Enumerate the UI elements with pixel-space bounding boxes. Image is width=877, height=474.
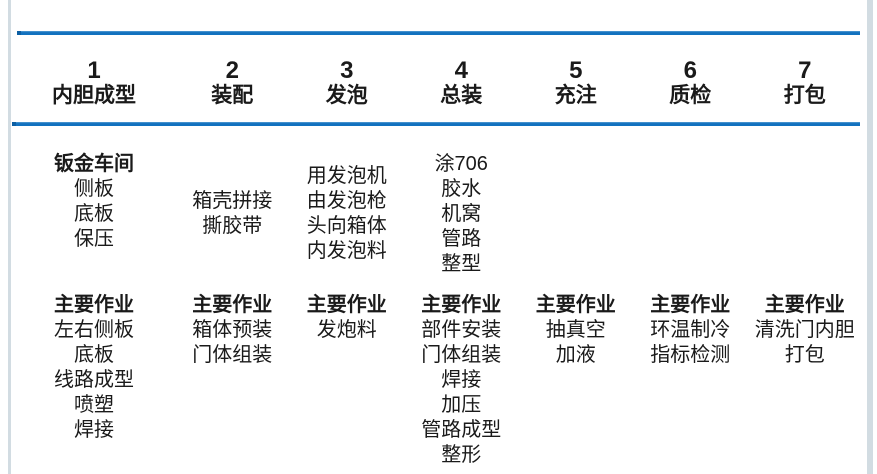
- operation-item: 线路成型: [54, 369, 134, 391]
- stage-name: 质检: [669, 84, 712, 107]
- top-divider-line: [17, 31, 860, 35]
- description-block: 钣金车间 侧板 底板 保压: [54, 152, 134, 252]
- operations-title: 主要作业: [421, 294, 502, 316]
- operations-cell-3: 主要作业 发炮料: [290, 293, 405, 468]
- stage-header-3: 3 发泡: [290, 58, 405, 108]
- operation-item: 部件安装: [421, 319, 502, 341]
- stage-name: 打包: [783, 84, 826, 107]
- stage-name: 发泡: [325, 84, 368, 107]
- operations-title: 主要作业: [764, 294, 845, 316]
- description-cell-7: [748, 140, 863, 288]
- stage-header-6: 6 质检: [633, 58, 748, 108]
- operations-title: 主要作业: [54, 294, 134, 316]
- stage-number: 7: [798, 57, 812, 84]
- workshop-title: 钣金车间: [54, 153, 134, 175]
- stage-header-1: 1 内胆成型: [13, 58, 175, 108]
- description-item: 撕胶带: [202, 215, 263, 237]
- description-item: 保压: [74, 228, 114, 250]
- description-item: 用发泡机: [306, 165, 387, 187]
- operations-title: 主要作业: [192, 294, 273, 316]
- stage-header-5: 5 充注: [519, 58, 634, 108]
- operation-item: 整形: [441, 444, 482, 466]
- operation-item: 门体组装: [192, 344, 273, 366]
- description-item: 箱壳拼接: [192, 190, 273, 212]
- stage-name: 总装: [440, 84, 483, 107]
- stage-header-4: 4 总装: [404, 58, 519, 108]
- operation-item: 加液: [555, 344, 596, 366]
- description-item: 头向箱体: [306, 215, 387, 237]
- operation-item: 喷塑: [74, 394, 114, 416]
- operation-item: 左右侧板: [54, 319, 134, 341]
- operation-item: 发炮料: [316, 319, 377, 341]
- stage-number: 1: [87, 57, 101, 84]
- description-cell-2: 箱壳拼接 撕胶带: [175, 140, 290, 288]
- description-cell-1: 钣金车间 侧板 底板 保压: [13, 140, 175, 288]
- description-item: 管路: [441, 227, 482, 250]
- description-item: 整型: [441, 252, 482, 275]
- description-item: 由发泡枪: [306, 190, 387, 212]
- operation-item: 箱体预装: [192, 319, 273, 341]
- header-divider-line: [12, 122, 860, 126]
- process-description-row: 钣金车间 侧板 底板 保压 箱壳拼接 撕胶带 用发泡机 由发泡枪 头向箱体 内发…: [13, 140, 862, 288]
- operations-cell-5: 主要作业 抽真空 加液: [519, 293, 634, 468]
- description-item: 涂706: [434, 152, 488, 175]
- operations-cell-2: 主要作业 箱体预装 门体组装: [175, 293, 290, 468]
- right-page-edge: [867, 0, 873, 474]
- description-cell-5: [519, 140, 634, 288]
- operation-item: 门体组装: [421, 344, 502, 366]
- operations-title: 主要作业: [535, 294, 616, 316]
- operations-title: 主要作业: [306, 294, 387, 316]
- operations-cell-6: 主要作业 环温制冷 指标检测: [633, 293, 748, 468]
- description-item: 底板: [74, 203, 114, 225]
- left-page-edge: [8, 0, 11, 474]
- stage-number: 6: [683, 57, 697, 84]
- stage-header-7: 7 打包: [748, 58, 863, 108]
- stage-number: 3: [340, 57, 354, 84]
- stage-name: 充注: [554, 84, 597, 107]
- description-cell-4: 涂706 胶水 机窝 管路 整型: [404, 140, 519, 288]
- operation-item: 抽真空: [545, 319, 606, 341]
- operations-cell-4: 主要作业 部件安装 门体组装 焊接 加压 管路成型 整形: [404, 293, 519, 468]
- description-item: 机窝: [441, 202, 482, 225]
- main-operations-row: 主要作业 左右侧板 底板 线路成型 喷塑 焊接 主要作业 箱体预装 门体组装 主…: [13, 293, 862, 468]
- stage-header-2: 2 装配: [175, 58, 290, 108]
- operation-item: 清洗门内胆: [754, 319, 855, 341]
- operation-item: 打包: [784, 344, 825, 366]
- operation-item: 焊接: [74, 419, 114, 441]
- operations-cell-7: 主要作业 清洗门内胆 打包: [748, 293, 863, 468]
- stage-name: 内胆成型: [52, 84, 136, 107]
- operation-item: 加压: [441, 394, 482, 416]
- stage-number: 5: [569, 57, 583, 84]
- description-cell-6: [633, 140, 748, 288]
- description-item: 内发泡料: [306, 240, 387, 262]
- operations-title: 主要作业: [650, 294, 731, 316]
- description-cell-3: 用发泡机 由发泡枪 头向箱体 内发泡料: [290, 140, 405, 288]
- operation-item: 管路成型: [421, 419, 502, 441]
- operation-item: 环温制冷: [650, 319, 731, 341]
- stage-header-row: 1 内胆成型 2 装配 3 发泡 4 总装 5 充注 6 质检 7 打包: [13, 58, 862, 108]
- stage-name: 装配: [211, 84, 254, 107]
- stage-number: 4: [454, 57, 468, 84]
- operation-item: 指标检测: [650, 344, 731, 366]
- description-item: 胶水: [441, 177, 482, 200]
- operation-item: 焊接: [441, 369, 482, 391]
- operations-cell-1: 主要作业 左右侧板 底板 线路成型 喷塑 焊接: [13, 293, 175, 468]
- operation-item: 底板: [74, 344, 114, 366]
- description-item: 侧板: [74, 178, 114, 200]
- stage-number: 2: [225, 57, 239, 84]
